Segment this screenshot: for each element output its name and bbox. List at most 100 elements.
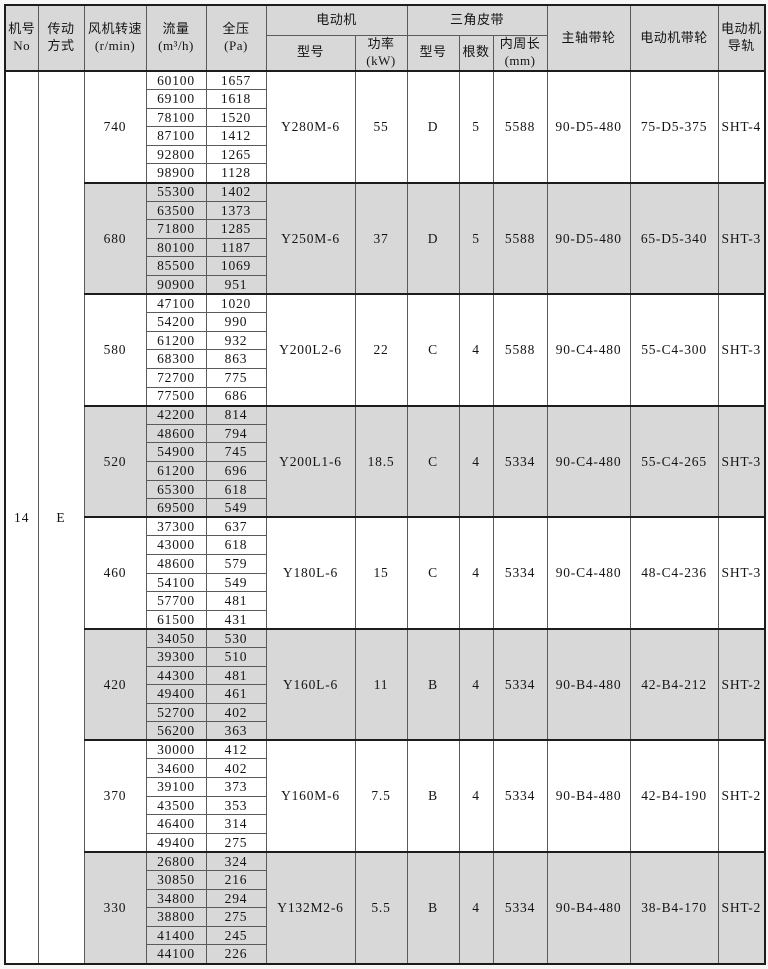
pressure-cell: 1412 [205, 126, 267, 146]
pressure-cell: 1187 [205, 237, 267, 258]
fan-speed-cell: 460 [83, 516, 147, 630]
motor-model-cell: Y280M-6 [265, 70, 356, 184]
belt-model-cell: C [406, 293, 460, 407]
pressure-cell: 579 [205, 553, 267, 574]
pressure-cell: 216 [205, 870, 267, 890]
table-row: 69100 1618 [5, 89, 765, 109]
table-row: 57700 481 [5, 591, 765, 611]
table-row: 61200 696 [5, 460, 765, 481]
table-row: 48600 579 [5, 553, 765, 574]
pressure-cell: 402 [205, 758, 267, 779]
header-motor-group: 电动机 [265, 4, 408, 36]
motor-rail-cell: SHT-3 [717, 181, 766, 295]
fan-spec-table: 机号 No 传动 方式 风机转速 (r/min) 流量 (m³/h) 全压 (P… [4, 4, 767, 965]
pressure-cell: 775 [205, 368, 267, 388]
pressure-cell: 314 [205, 814, 267, 834]
table-row: 46400 314 [5, 814, 765, 834]
pressure-cell: 951 [205, 275, 267, 295]
motor-rail-cell: SHT-2 [717, 627, 766, 741]
belt-model-cell: B [406, 850, 460, 964]
motor-pulley-cell: 42-B4-190 [629, 739, 719, 853]
flow-cell: 43000 [145, 535, 207, 555]
flow-cell: 34800 [145, 888, 207, 909]
motor-model-cell: Y200L2-6 [265, 293, 356, 407]
table-row: 49400 461 [5, 684, 765, 704]
main-pulley-cell: 90-B4-480 [546, 739, 631, 853]
flow-cell: 61200 [145, 330, 207, 351]
belt-length-cell: 5334 [492, 739, 548, 853]
pressure-cell: 745 [205, 442, 267, 462]
table-row: 85500 1069 [5, 256, 765, 277]
flow-cell: 54200 [145, 312, 207, 332]
fan-speed-cell: 680 [83, 181, 147, 295]
pressure-cell: 1520 [205, 107, 267, 128]
table-row: 98900 1128 [5, 163, 765, 184]
header-belt-count: 根数 [458, 34, 494, 72]
table-row: 38800 275 [5, 907, 765, 927]
flow-cell: 61200 [145, 460, 207, 481]
table-row: 44100 226 [5, 944, 765, 964]
flow-cell: 48600 [145, 553, 207, 574]
belt-length-cell: 5588 [492, 70, 548, 184]
header-belt-model: 型号 [406, 34, 460, 72]
belt-length-cell: 5334 [492, 627, 548, 741]
flow-cell: 77500 [145, 386, 207, 407]
flow-cell: 78100 [145, 107, 207, 128]
motor-pulley-cell: 75-D5-375 [629, 70, 719, 184]
belt-length-cell: 5588 [492, 293, 548, 407]
flow-cell: 47100 [145, 293, 207, 314]
flow-cell: 52700 [145, 702, 207, 723]
table-row: 56200 363 [5, 721, 765, 741]
header-machine-no: 机号 No [4, 4, 39, 72]
table-row: 90900 951 [5, 275, 765, 295]
flow-cell: 43500 [145, 795, 207, 816]
pressure-cell: 1402 [205, 181, 267, 202]
pressure-cell: 549 [205, 498, 267, 518]
spec-table-body: 14 E 740 60100 1657 Y280M-6 55 D 5 5588 90-D5-480 7… [4, 70, 766, 964]
belt-count-cell: 4 [458, 404, 494, 518]
table-row: 460 37300 637 Y180L-6 15 C 4 5334 90-C4-480 48-C4… [5, 516, 766, 630]
belt-length-cell: 5334 [492, 516, 548, 630]
flow-cell: 60100 [145, 70, 207, 91]
pressure-cell: 932 [205, 330, 267, 351]
header-belt-length: 内周长 (mm) [492, 34, 548, 72]
pressure-cell: 618 [205, 479, 267, 500]
table-row: 72700 775 [5, 368, 765, 388]
flow-cell: 26800 [145, 850, 207, 872]
motor-model-cell: Y132M2-6 [265, 850, 356, 964]
fan-speed-cell: 330 [83, 850, 147, 964]
pressure-cell: 696 [205, 460, 267, 481]
flow-cell: 69500 [145, 498, 207, 518]
table-row: 80100 1187 [5, 237, 765, 258]
fan-speed-cell: 740 [83, 70, 147, 184]
main-pulley-cell: 90-C4-480 [546, 293, 631, 407]
pressure-cell: 481 [205, 591, 267, 611]
motor-power-cell: 7.5 [354, 739, 408, 853]
table-row: 330 26800 324 Y132M2-6 5.5 B 4 5334 90-B4-480 38-… [5, 850, 766, 964]
pressure-cell: 990 [205, 312, 267, 332]
motor-model-cell: Y250M-6 [265, 181, 356, 295]
table-row: 61500 431 [5, 609, 765, 630]
header-main-pulley: 主轴带轮 [546, 4, 631, 72]
belt-length-cell: 5334 [492, 850, 548, 964]
motor-power-cell: 55 [354, 70, 408, 184]
table-row: 520 42200 814 Y200L1-6 18.5 C 4 5334 90-C4-480 55… [5, 404, 766, 518]
belt-length-cell: 5334 [492, 404, 548, 518]
motor-power-cell: 18.5 [354, 404, 408, 518]
motor-rail-cell: SHT-3 [717, 516, 766, 630]
pressure-cell: 1618 [205, 89, 267, 109]
fan-speed-cell: 520 [83, 404, 147, 518]
machine-no-cell: 14 [4, 70, 39, 964]
table-row: 680 55300 1402 Y250M-6 37 D 5 5588 90-D5-480 65-D… [5, 181, 766, 295]
motor-rail-cell: SHT-3 [717, 293, 766, 407]
header-motor-pulley: 电动机带轮 [629, 4, 719, 72]
flow-cell: 87100 [145, 126, 207, 146]
header-motor-power: 功率 (kW) [354, 34, 408, 72]
table-row: 580 47100 1020 Y200L2-6 22 C 4 5588 90-C4-480 55-… [5, 293, 766, 407]
main-pulley-cell: 90-D5-480 [546, 181, 631, 295]
motor-power-cell: 11 [354, 627, 408, 741]
pressure-cell: 226 [205, 944, 267, 964]
pressure-cell: 373 [205, 777, 267, 797]
flow-cell: 49400 [145, 832, 207, 853]
